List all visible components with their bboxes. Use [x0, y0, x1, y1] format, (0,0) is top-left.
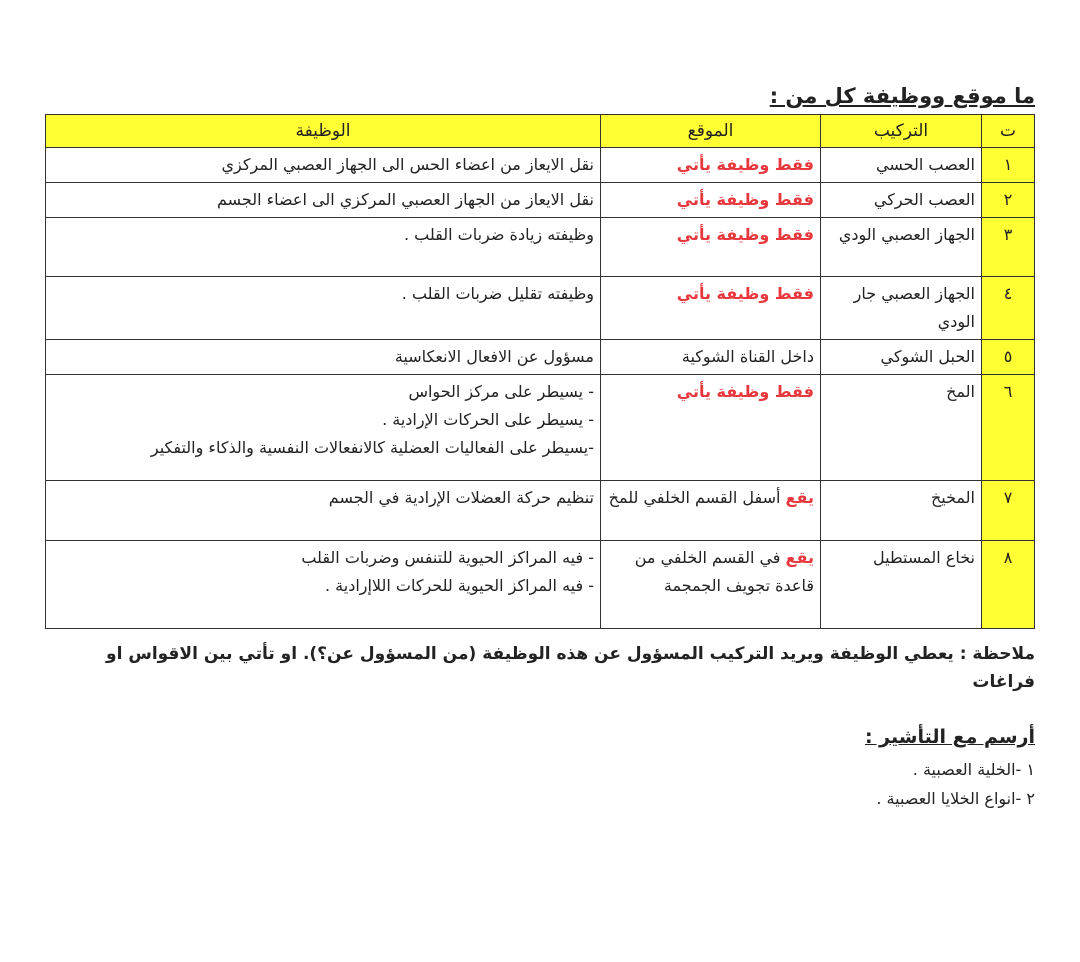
function-line: وظيفته زيادة ضربات القلب .	[403, 225, 594, 244]
header-function: الوظيفة	[45, 114, 601, 148]
location-highlight: يقع	[785, 488, 814, 507]
table-row: ٤ الجهاز العصبي جار الودي فقط وظيفة يأتي و…	[45, 276, 1035, 340]
location-cell: فقط وظيفة يأتي	[600, 182, 821, 218]
location-highlight: فقط وظيفة يأتي	[676, 225, 814, 244]
location-cell: فقط وظيفة يأتي	[600, 217, 821, 277]
structure-cell: الحبل الشوكي	[820, 339, 982, 375]
structures-table: ت التركيب الموقع الوظيفة ١ العصب الحسي فقط…	[45, 114, 1035, 629]
location-highlight: فقط وظيفة يأتي	[676, 382, 814, 401]
table-header-row: ت التركيب الموقع الوظيفة	[45, 114, 1035, 148]
location-cell: فقط وظيفة يأتي	[600, 147, 821, 183]
table-row: ٧ المخيخ يقع أسفل القسم الخلفي للمخ تنظيم ح…	[45, 480, 1035, 541]
function-cell: نقل الايعاز من اعضاء الحس الى الجهاز الع…	[45, 147, 601, 183]
location-cell: يقع في القسم الخلفي من قاعدة تجويف الجمج…	[600, 540, 821, 629]
header-structure: التركيب	[820, 114, 982, 148]
function-line: نقل الايعاز من اعضاء الحس الى الجهاز الع…	[221, 155, 594, 174]
location-text: في القسم الخلفي من قاعدة تجويف الجمجمة	[634, 548, 814, 595]
row-number: ٤	[981, 276, 1035, 340]
function-line: - فيه المراكز الحيوية للحركات اللاإرادية…	[324, 576, 594, 595]
location-highlight: فقط وظيفة يأتي	[676, 155, 814, 174]
location-text: أسفل القسم الخلفي للمخ	[608, 488, 781, 507]
structure-cell: الجهاز العصبي جار الودي	[820, 276, 982, 340]
row-number: ١	[981, 147, 1035, 183]
row-number: ٨	[981, 540, 1035, 629]
function-line: - يسيطر على مركز الحواس	[408, 382, 594, 401]
location-text: داخل القناة الشوكية	[681, 347, 814, 366]
function-cell: وظيفته تقليل ضربات القلب .	[45, 276, 601, 340]
list-item: ٢ -انواع الخلايا العصبية .	[876, 789, 1035, 808]
table-row: ٣ الجهاز العصبي الودي فقط وظيفة يأتي وظيفت…	[45, 217, 1035, 277]
location-cell: يقع أسفل القسم الخلفي للمخ	[600, 480, 821, 541]
function-cell: - فيه المراكز الحيوية للتنفس وضربات القل…	[45, 540, 601, 629]
function-line: مسؤول عن الافعال الانعكاسية	[394, 347, 594, 366]
structure-cell: المخ	[820, 374, 982, 481]
note-text: ملاحظة : يعطي الوظيفة ويريد التركيب المس…	[106, 644, 1035, 692]
location-cell: داخل القناة الشوكية	[600, 339, 821, 375]
function-cell: وظيفته زيادة ضربات القلب .	[45, 217, 601, 277]
structure-cell: الجهاز العصبي الودي	[820, 217, 982, 277]
drawing-heading: أرسم مع التأشير :	[864, 726, 1035, 748]
function-cell: تنظيم حركة العضلات الإرادية في الجسم	[45, 480, 601, 541]
location-cell: فقط وظيفة يأتي	[600, 374, 821, 481]
row-number: ٦	[981, 374, 1035, 481]
drawing-list: ١ -الخلية العصبية . ٢ -انواع الخلايا الع…	[876, 755, 1035, 813]
row-number: ٢	[981, 182, 1035, 218]
list-item: ١ -الخلية العصبية .	[912, 760, 1035, 779]
structure-cell: العصب الحركي	[820, 182, 982, 218]
table-row: ٢ العصب الحركي فقط وظيفة يأتي نقل الايعاز …	[45, 182, 1035, 218]
location-cell: فقط وظيفة يأتي	[600, 276, 821, 340]
function-line: - يسيطر على الحركات الإرادية .	[382, 410, 594, 429]
function-cell: مسؤول عن الافعال الانعكاسية	[45, 339, 601, 375]
function-cell: نقل الايعاز من الجهاز العصبي المركزي الى…	[45, 182, 601, 218]
function-cell: - يسيطر على مركز الحواس - يسيطر على الحرك…	[45, 374, 601, 481]
function-line: تنظيم حركة العضلات الإرادية في الجسم	[328, 488, 594, 507]
row-number: ٥	[981, 339, 1035, 375]
structure-cell: العصب الحسي	[820, 147, 982, 183]
structure-cell: المخيخ	[820, 480, 982, 541]
row-number: ٣	[981, 217, 1035, 277]
location-highlight: فقط وظيفة يأتي	[676, 190, 814, 209]
location-highlight: يقع	[785, 548, 814, 567]
header-location: الموقع	[600, 114, 821, 148]
structure-cell: نخاع المستطيل	[820, 540, 982, 629]
table-row: ٦ المخ فقط وظيفة يأتي - يسيطر على مركز الح…	[45, 374, 1035, 481]
location-highlight: فقط وظيفة يأتي	[676, 284, 814, 303]
table-row: ٥ الحبل الشوكي داخل القناة الشوكية مسؤول عن…	[45, 339, 1035, 375]
page-title: ما موقع ووظيفة كل من :	[769, 84, 1035, 108]
table-row: ٨ نخاع المستطيل يقع في القسم الخلفي من قاع…	[45, 540, 1035, 629]
header-num: ت	[981, 114, 1035, 148]
function-line: - فيه المراكز الحيوية للتنفس وضربات القل…	[301, 548, 594, 567]
table-row: ١ العصب الحسي فقط وظيفة يأتي نقل الايعاز م…	[45, 147, 1035, 183]
function-line: وظيفته تقليل ضربات القلب .	[401, 284, 594, 303]
function-line: -يسيطر على الفعاليات العضلية كالانفعالات…	[150, 438, 594, 457]
function-line: نقل الايعاز من الجهاز العصبي المركزي الى…	[216, 190, 594, 209]
row-number: ٧	[981, 480, 1035, 541]
